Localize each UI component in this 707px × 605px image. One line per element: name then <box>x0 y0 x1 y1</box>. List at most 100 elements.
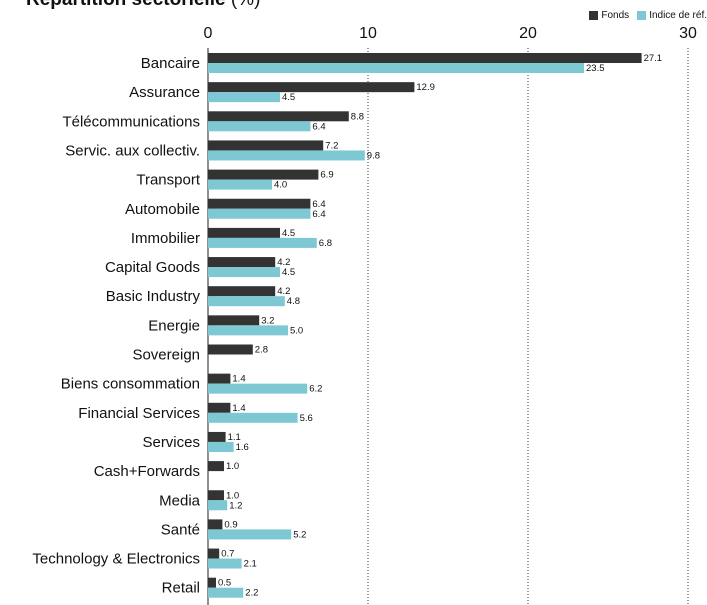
value-label-fonds-retail: 0.5 <box>218 578 231 589</box>
bar-fonds-biens-consommation <box>208 373 231 384</box>
value-label-indice-bancaire: 23.5 <box>586 63 605 74</box>
category-label-services: Services <box>142 434 200 451</box>
bar-fonds-basic-industry <box>208 286 276 297</box>
bar-indice-t-l-communications <box>208 121 311 132</box>
bar-fonds-assurance <box>208 82 415 93</box>
category-label-cash-forwards: Cash+Forwards <box>94 463 200 480</box>
x-tick-label-20: 20 <box>519 25 537 42</box>
value-label-fonds-bancaire: 27.1 <box>644 53 663 64</box>
bar-fonds-immobilier <box>208 227 280 238</box>
value-label-fonds-technology-electronics: 0.7 <box>221 549 234 560</box>
bar-fonds-capital-goods <box>208 257 276 268</box>
bar-fonds-sovereign <box>208 344 253 355</box>
x-tick-label-10: 10 <box>359 25 377 42</box>
value-label-fonds-t-l-communications: 8.8 <box>351 111 364 122</box>
category-label-sant: Santé <box>161 521 200 538</box>
value-label-fonds-cash-forwards: 1.0 <box>226 461 239 472</box>
category-label-capital-goods: Capital Goods <box>105 259 200 276</box>
bar-indice-financial-services <box>208 412 298 423</box>
value-label-indice-biens-consommation: 6.2 <box>309 384 322 395</box>
category-label-financial-services: Financial Services <box>78 405 200 422</box>
bar-fonds-financial-services <box>208 402 231 413</box>
legend-item-indice: Indice de réf. <box>637 10 707 21</box>
value-label-fonds-financial-services: 1.4 <box>232 403 245 414</box>
chart-title: Répartition sectorielle (%) <box>26 0 260 11</box>
value-label-indice-basic-industry: 4.8 <box>287 296 300 307</box>
value-label-indice-retail: 2.2 <box>245 588 258 599</box>
category-label-t-l-communications: Télécommunications <box>62 113 200 130</box>
legend-swatch-fonds <box>589 11 599 20</box>
value-label-fonds-basic-industry: 4.2 <box>277 286 290 297</box>
category-label-technology-electronics: Technology & Electronics <box>32 551 200 568</box>
bar-indice-media <box>208 500 228 511</box>
bar-fonds-energie <box>208 315 260 326</box>
bar-fonds-retail <box>208 577 216 588</box>
value-label-indice-immobilier: 6.8 <box>319 238 332 249</box>
bar-indice-capital-goods <box>208 267 280 278</box>
value-label-fonds-immobilier: 4.5 <box>282 228 295 239</box>
value-label-indice-financial-services: 5.6 <box>300 413 313 424</box>
bar-fonds-t-l-communications <box>208 111 349 122</box>
category-label-media: Media <box>159 492 201 509</box>
value-label-fonds-assurance: 12.9 <box>416 82 435 93</box>
bar-indice-energie <box>208 325 288 336</box>
bar-indice-retail <box>208 587 244 598</box>
value-label-fonds-sant: 0.9 <box>224 519 237 530</box>
value-label-fonds-energie: 3.2 <box>261 315 274 326</box>
category-label-bancaire: Bancaire <box>141 55 200 72</box>
category-label-basic-industry: Basic Industry <box>106 288 201 305</box>
category-label-energie: Energie <box>148 317 200 334</box>
bar-indice-assurance <box>208 92 280 103</box>
bar-indice-services <box>208 441 234 452</box>
bar-indice-immobilier <box>208 237 317 248</box>
bar-fonds-servic-aux-collectiv <box>208 140 324 151</box>
value-label-fonds-capital-goods: 4.2 <box>277 257 290 268</box>
x-tick-label-0: 0 <box>204 25 213 42</box>
x-tick-label-30: 30 <box>679 25 697 42</box>
legend-swatch-indice <box>637 11 647 20</box>
category-label-retail: Retail <box>162 580 200 597</box>
value-label-indice-t-l-communications: 6.4 <box>312 121 325 132</box>
category-label-assurance: Assurance <box>129 84 200 101</box>
bar-indice-automobile <box>208 208 311 219</box>
category-label-servic-aux-collectiv: Servic. aux collectiv. <box>65 142 200 159</box>
legend-item-fonds: Fonds <box>589 10 629 21</box>
category-label-transport: Transport <box>136 172 200 189</box>
value-label-fonds-media: 1.0 <box>226 490 239 501</box>
bar-fonds-technology-electronics <box>208 548 220 559</box>
value-label-indice-services: 1.6 <box>236 442 249 453</box>
bar-indice-transport <box>208 179 272 190</box>
value-label-fonds-automobile: 6.4 <box>312 199 325 210</box>
bar-indice-technology-electronics <box>208 558 242 569</box>
value-label-indice-servic-aux-collectiv: 9.8 <box>367 150 380 161</box>
value-label-fonds-services: 1.1 <box>228 432 241 443</box>
bar-indice-bancaire <box>208 63 584 73</box>
value-label-fonds-sovereign: 2.8 <box>255 345 268 356</box>
bar-indice-sant <box>208 529 292 540</box>
bar-fonds-transport <box>208 169 319 180</box>
bar-fonds-media <box>208 490 224 501</box>
bar-indice-basic-industry <box>208 296 285 307</box>
legend-label-fonds: Fonds <box>601 10 630 21</box>
value-label-fonds-biens-consommation: 1.4 <box>232 374 245 385</box>
value-label-indice-media: 1.2 <box>229 500 242 511</box>
value-label-indice-assurance: 4.5 <box>282 92 295 103</box>
bar-indice-servic-aux-collectiv <box>208 150 365 161</box>
category-label-automobile: Automobile <box>125 201 200 218</box>
value-label-fonds-transport: 6.9 <box>320 170 333 181</box>
legend-label-indice: Indice de réf. <box>649 10 707 21</box>
value-label-indice-energie: 5.0 <box>290 325 303 336</box>
category-label-biens-consommation: Biens consommation <box>61 376 200 393</box>
bar-fonds-sant <box>208 519 223 530</box>
chart-title-unit: (%) <box>231 0 261 10</box>
bar-fonds-automobile <box>208 198 311 209</box>
value-label-indice-transport: 4.0 <box>274 180 287 191</box>
bar-fonds-cash-forwards <box>208 461 224 472</box>
value-label-indice-technology-electronics: 2.1 <box>244 559 257 570</box>
category-label-immobilier: Immobilier <box>131 230 200 247</box>
value-label-indice-capital-goods: 4.5 <box>282 267 295 278</box>
chart-title-text: Répartition sectorielle <box>26 0 226 10</box>
value-label-indice-automobile: 6.4 <box>312 209 325 220</box>
bar-fonds-services <box>208 431 226 442</box>
